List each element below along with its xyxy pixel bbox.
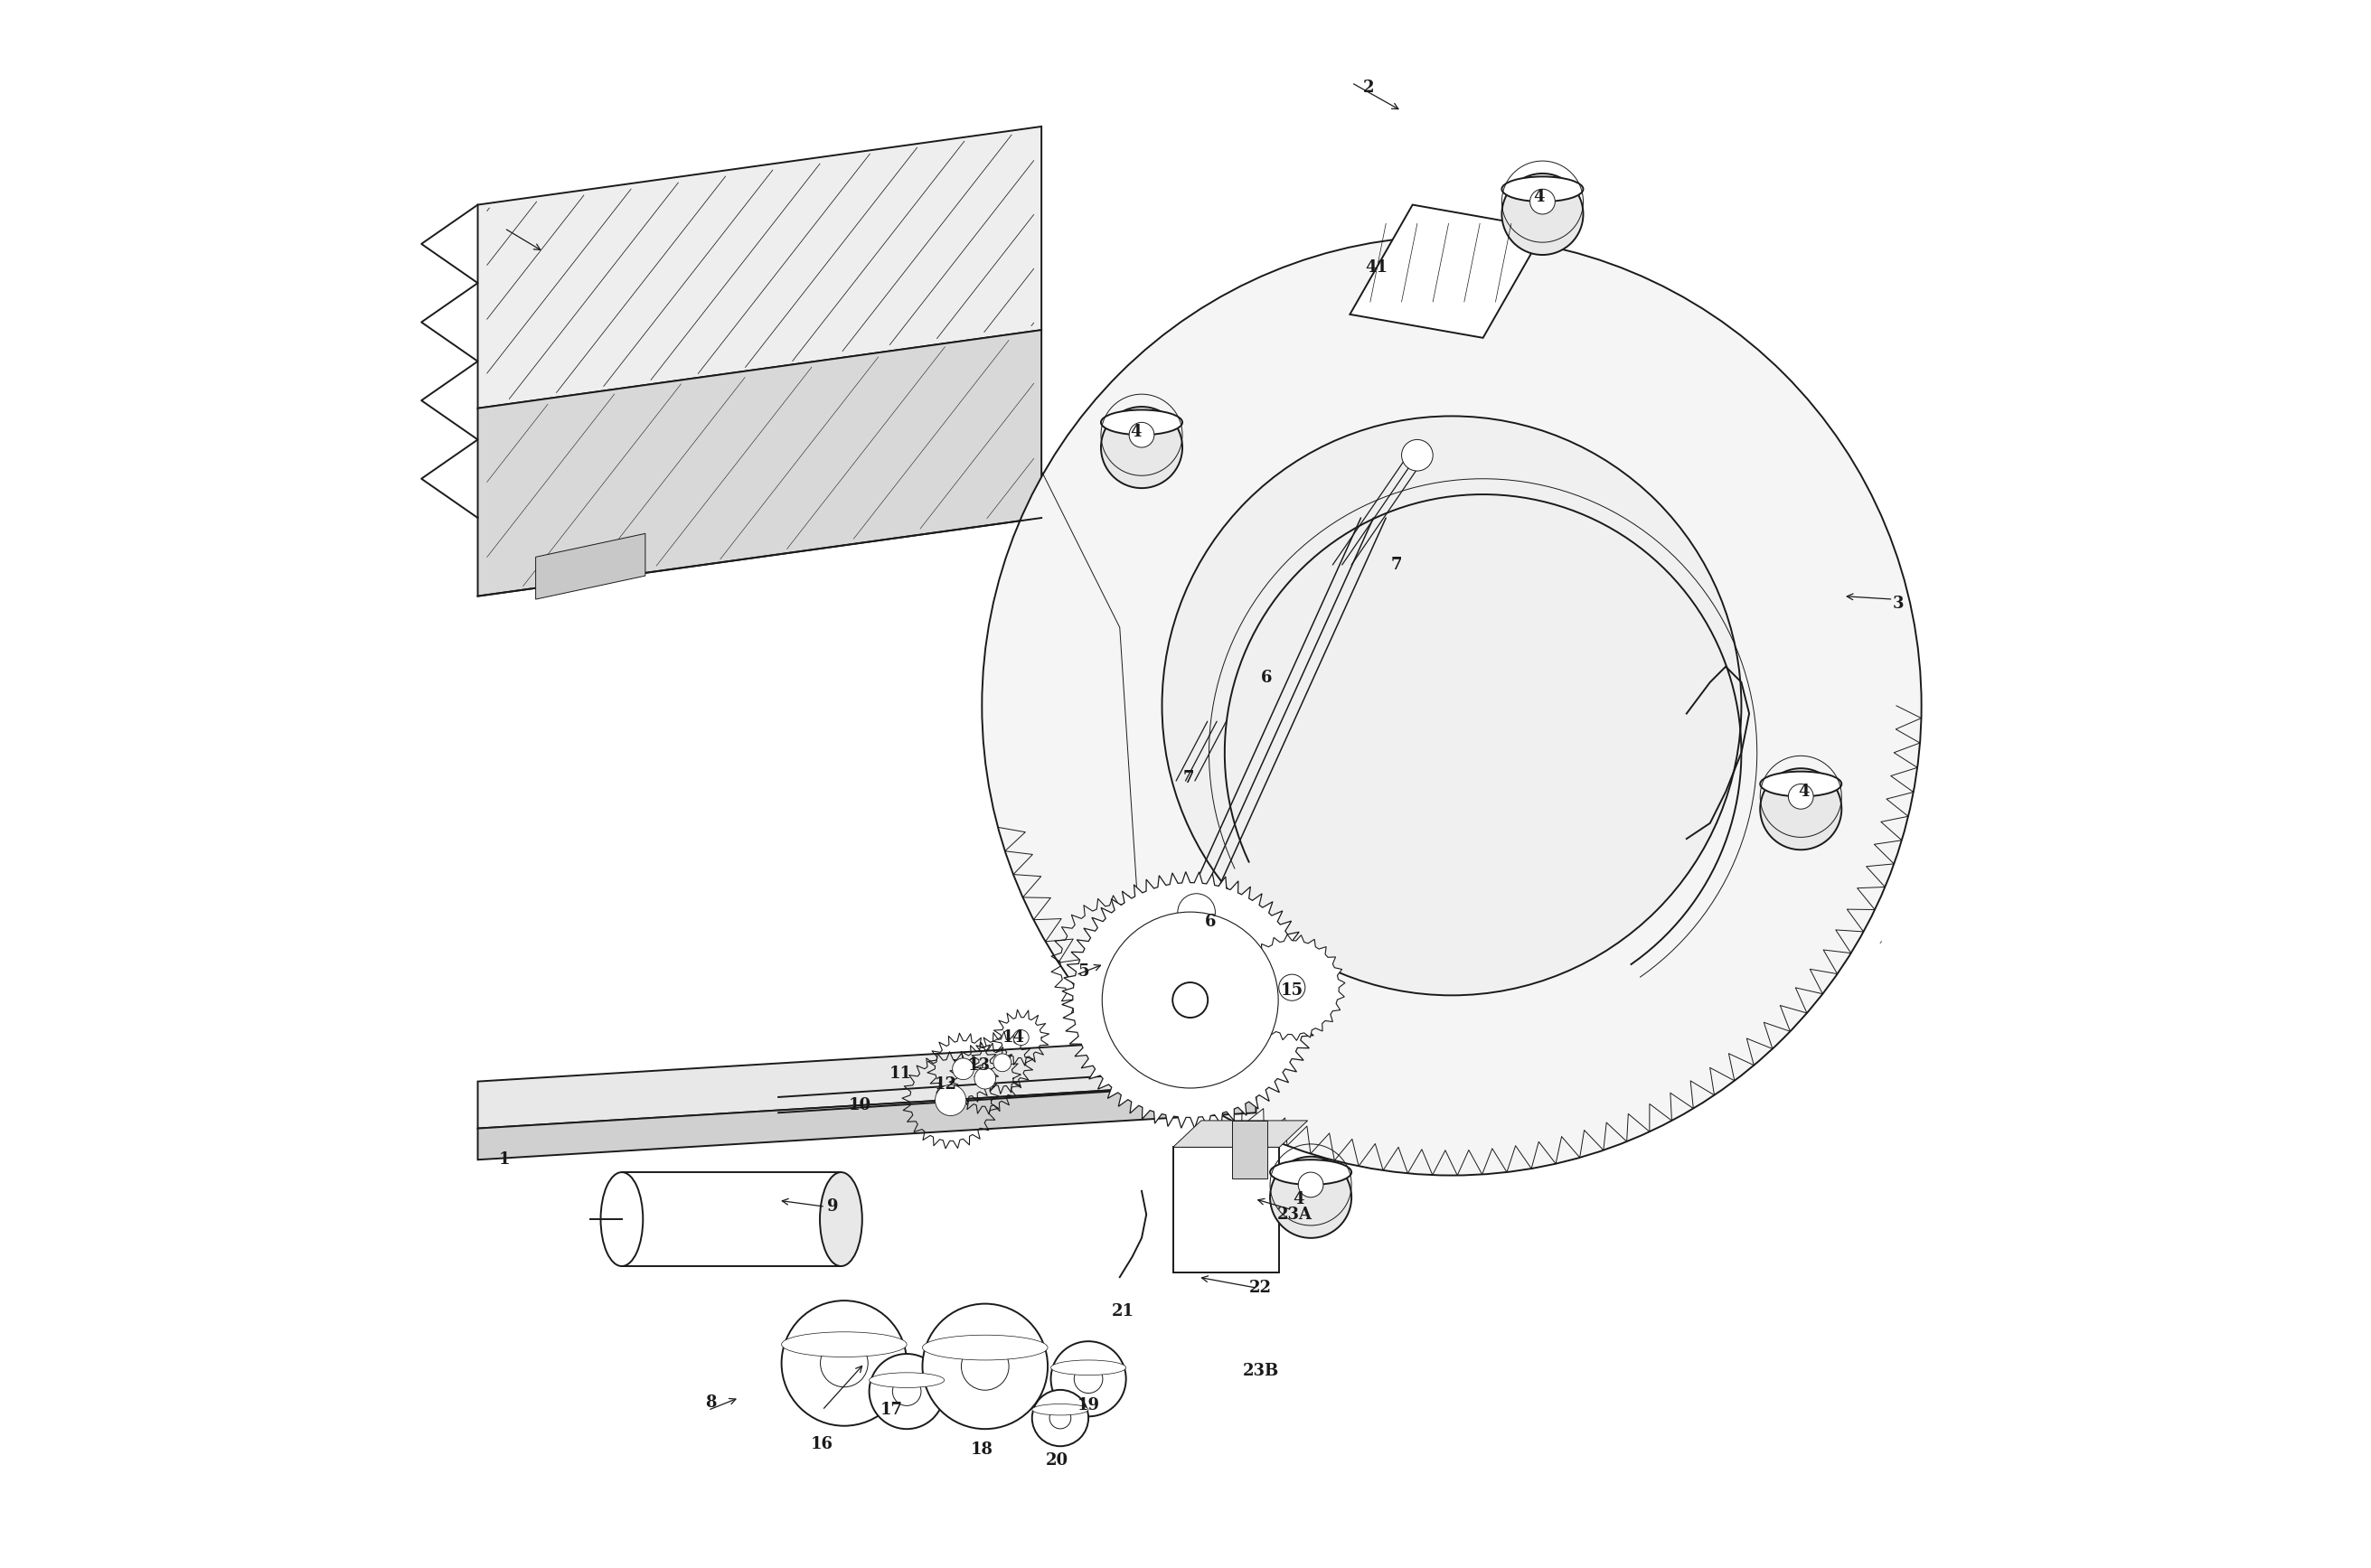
Text: 21: 21 xyxy=(1112,1303,1133,1320)
Circle shape xyxy=(1162,416,1740,996)
Polygon shape xyxy=(536,533,645,599)
Ellipse shape xyxy=(1100,409,1183,434)
Bar xyxy=(621,1173,842,1267)
Circle shape xyxy=(1050,1408,1072,1428)
Circle shape xyxy=(1278,974,1304,1000)
Text: 10: 10 xyxy=(849,1096,870,1113)
Text: 4: 4 xyxy=(1797,784,1809,800)
Ellipse shape xyxy=(820,1173,863,1267)
Polygon shape xyxy=(479,1082,1257,1160)
Polygon shape xyxy=(479,329,1041,596)
Text: 20: 20 xyxy=(1046,1452,1069,1468)
Text: 4: 4 xyxy=(1129,423,1140,441)
Circle shape xyxy=(1129,422,1155,447)
Text: 16: 16 xyxy=(811,1436,835,1454)
Circle shape xyxy=(891,1377,920,1405)
Circle shape xyxy=(953,1058,974,1080)
Text: 14: 14 xyxy=(1003,1030,1024,1046)
Polygon shape xyxy=(1174,1121,1309,1148)
Circle shape xyxy=(1012,1030,1029,1046)
Bar xyxy=(1174,1148,1280,1273)
Circle shape xyxy=(934,1085,965,1116)
Text: 41: 41 xyxy=(1366,259,1387,276)
Text: 23A: 23A xyxy=(1278,1206,1314,1223)
Circle shape xyxy=(1401,439,1432,470)
Circle shape xyxy=(1501,174,1584,256)
Circle shape xyxy=(1759,768,1842,850)
Text: 3: 3 xyxy=(1892,596,1904,612)
Text: 12: 12 xyxy=(934,1077,958,1093)
Polygon shape xyxy=(1233,1121,1266,1179)
Ellipse shape xyxy=(1501,177,1584,202)
Circle shape xyxy=(1031,1389,1088,1446)
Circle shape xyxy=(1788,784,1814,809)
Circle shape xyxy=(1529,190,1555,215)
Text: 4: 4 xyxy=(1292,1190,1304,1207)
Ellipse shape xyxy=(1271,1160,1351,1185)
Circle shape xyxy=(782,1300,906,1425)
Text: 11: 11 xyxy=(889,1066,913,1082)
Text: 22: 22 xyxy=(1250,1279,1271,1297)
Text: 5: 5 xyxy=(1079,964,1088,980)
Text: 17: 17 xyxy=(880,1402,903,1419)
Text: 2: 2 xyxy=(1363,80,1375,96)
Circle shape xyxy=(993,1054,1010,1071)
Polygon shape xyxy=(1062,872,1318,1129)
Text: 7: 7 xyxy=(1392,557,1404,572)
Text: 23B: 23B xyxy=(1242,1363,1278,1380)
Circle shape xyxy=(974,1068,996,1090)
Circle shape xyxy=(1103,913,1278,1088)
Text: 13: 13 xyxy=(967,1058,991,1074)
Ellipse shape xyxy=(922,1334,1048,1359)
Circle shape xyxy=(982,237,1921,1176)
Text: 15: 15 xyxy=(1280,983,1304,999)
Text: 6: 6 xyxy=(1261,670,1273,685)
Text: 6: 6 xyxy=(1204,914,1216,930)
Circle shape xyxy=(1299,1173,1323,1198)
Circle shape xyxy=(820,1339,868,1388)
Text: 4: 4 xyxy=(1534,188,1546,205)
Text: 19: 19 xyxy=(1076,1397,1100,1414)
Circle shape xyxy=(870,1353,944,1428)
Text: 18: 18 xyxy=(970,1441,993,1458)
Polygon shape xyxy=(479,127,1041,408)
Text: 8: 8 xyxy=(707,1394,716,1411)
Circle shape xyxy=(1100,406,1183,488)
Text: 1: 1 xyxy=(498,1151,510,1168)
Polygon shape xyxy=(479,1035,1257,1129)
Polygon shape xyxy=(1349,205,1546,337)
Circle shape xyxy=(1271,1157,1351,1239)
Ellipse shape xyxy=(782,1331,906,1356)
Circle shape xyxy=(1050,1341,1126,1416)
Ellipse shape xyxy=(1759,771,1842,797)
Ellipse shape xyxy=(600,1173,643,1267)
Polygon shape xyxy=(1240,935,1344,1041)
Ellipse shape xyxy=(1050,1359,1126,1375)
Ellipse shape xyxy=(1031,1403,1088,1416)
Text: 7: 7 xyxy=(1183,770,1195,786)
Text: 9: 9 xyxy=(827,1198,839,1215)
Ellipse shape xyxy=(870,1372,944,1388)
Circle shape xyxy=(960,1342,1010,1391)
Circle shape xyxy=(1178,894,1216,931)
Circle shape xyxy=(1174,983,1207,1018)
Circle shape xyxy=(1074,1364,1103,1392)
Circle shape xyxy=(922,1303,1048,1428)
